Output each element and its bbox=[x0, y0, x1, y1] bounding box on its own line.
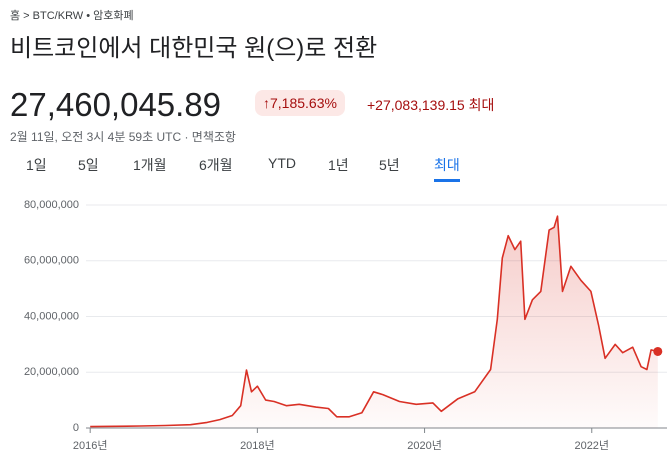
change: +27,083,139.15 최대 bbox=[367, 95, 494, 115]
disclaimer-link[interactable]: 면책조항 bbox=[191, 130, 236, 144]
timestamp-row: 2월 11일, 오전 3시 4분 59초 UTC · 면책조항 bbox=[10, 128, 236, 145]
x-tick-label: 2020년 bbox=[407, 439, 442, 452]
x-tick-label: 2018년 bbox=[240, 439, 275, 452]
area-fill bbox=[90, 216, 658, 428]
x-tick-label: 2016년 bbox=[73, 439, 108, 452]
range-tab[interactable]: 최대 bbox=[434, 155, 460, 182]
price: 27,460,045.89 bbox=[10, 86, 222, 123]
last-point bbox=[653, 346, 663, 356]
y-tick-label: 80,000,000 bbox=[24, 199, 79, 211]
title: 비트코인에서 대한민국 원(으)로 전환 bbox=[10, 35, 378, 62]
range-tab[interactable]: 1년 bbox=[328, 157, 349, 173]
breadcrumb-item: BTC/KRW • 암호화폐 bbox=[32, 10, 134, 22]
range-tab[interactable]: 1일 bbox=[26, 157, 47, 173]
x-tick-label: 2022년 bbox=[574, 439, 609, 452]
breadcrumb: 홈 > BTC/KRW • 암호화폐 bbox=[10, 10, 134, 22]
range-tab[interactable]: 1개월 bbox=[133, 157, 167, 173]
home-link[interactable]: 홈 bbox=[10, 10, 21, 22]
price-line bbox=[90, 215, 658, 428]
change-badge: ↑7,185.63% bbox=[255, 90, 345, 116]
range-tab[interactable]: 5년 bbox=[379, 157, 400, 173]
chart: 0 20,000,000 40,000,000 60,000,000 80,000,00… bbox=[24, 199, 667, 452]
change-percent: 7,185.63% bbox=[270, 95, 337, 111]
period: 최대 bbox=[468, 97, 495, 113]
y-tick-label: 20,000,000 bbox=[24, 366, 79, 378]
y-tick-label: 40,000,000 bbox=[24, 310, 79, 322]
y-tick-label: 0 bbox=[73, 422, 79, 434]
range-tab[interactable]: 6개월 bbox=[199, 157, 233, 173]
y-tick-label: 60,000,000 bbox=[24, 255, 79, 267]
timestamp: 2월 11일, 오전 3시 4분 59초 UTC · bbox=[10, 130, 192, 144]
range-tab[interactable]: YTD bbox=[268, 155, 296, 171]
change-value: +27,083,139.15 bbox=[367, 97, 465, 113]
range-tab[interactable]: 5일 bbox=[78, 157, 99, 173]
